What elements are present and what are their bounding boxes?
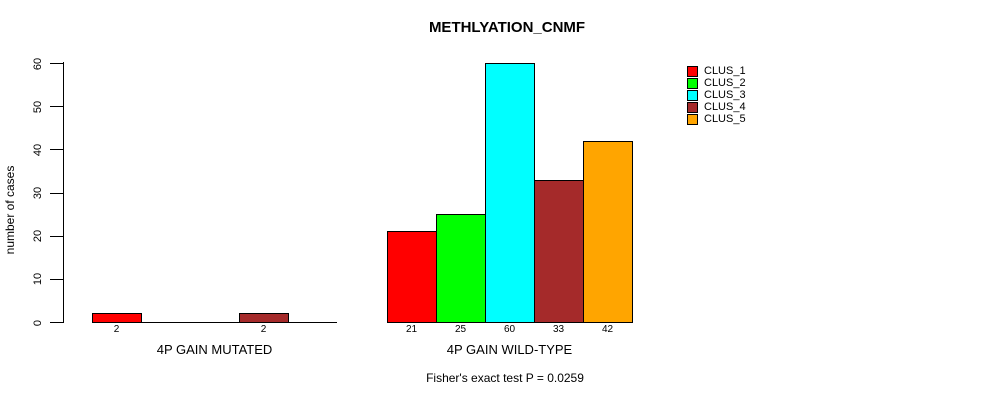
bar-clus-3-wild-type	[485, 63, 535, 323]
y-tick	[50, 322, 63, 323]
y-tick	[50, 192, 63, 194]
y-tick	[50, 63, 63, 64]
y-tick-label: 40	[32, 143, 44, 156]
bar-value-label: 21	[405, 324, 418, 335]
legend-item-label: CLUS_1	[704, 65, 746, 77]
legend-color-swatch	[687, 113, 698, 125]
bar-clus-4-mutated	[239, 313, 289, 323]
chart-title: METHLYATION_CNMF	[428, 19, 586, 36]
y-tick	[50, 149, 63, 151]
legend-color-swatch	[687, 89, 698, 101]
bar-value-label: 2	[113, 324, 120, 335]
legend-item: CLUS_5	[687, 113, 746, 125]
y-axis-label: number of cases	[3, 165, 17, 255]
bar-value-label: 33	[552, 324, 565, 335]
y-tick-label: 10	[32, 273, 44, 286]
legend-item: CLUS_2	[687, 77, 746, 89]
bar-clus-4-wild-type	[534, 179, 584, 323]
y-tick-label: 0	[32, 319, 44, 326]
bar-clus-1-mutated	[92, 313, 142, 323]
y-tick	[50, 278, 63, 280]
fisher-test-annotation: Fisher's exact test P = 0.0259	[426, 371, 584, 385]
bar-value-label: 25	[454, 324, 467, 335]
y-tick	[50, 106, 63, 108]
group-label-mutated: 4P GAIN MUTATED	[156, 342, 273, 357]
legend-color-swatch	[687, 65, 698, 77]
legend-color-swatch	[687, 77, 698, 89]
group-label-wild-type: 4P GAIN WILD-TYPE	[446, 342, 573, 357]
legend-color-swatch	[687, 101, 698, 113]
bar-value-label: 42	[601, 324, 614, 335]
bar-clus-1-wild-type	[387, 231, 437, 323]
bar-value-label: 2	[260, 324, 267, 335]
x-axis-baseline-mutated	[92, 322, 337, 323]
y-tick-label: 30	[32, 186, 44, 200]
y-tick-label: 60	[32, 57, 44, 70]
legend-item-label: CLUS_2	[704, 77, 746, 89]
legend-item: CLUS_4	[687, 101, 746, 113]
legend-item-label: CLUS_4	[704, 101, 746, 113]
legend-item: CLUS_3	[687, 89, 746, 101]
legend-item: CLUS_1	[687, 65, 746, 77]
y-tick	[50, 235, 63, 237]
bar-value-label: 60	[503, 324, 516, 335]
y-tick-label: 20	[32, 230, 44, 243]
y-axis-line	[63, 62, 64, 323]
legend-item-label: CLUS_5	[704, 113, 746, 125]
bar-clus-2-wild-type	[436, 214, 486, 323]
legend: CLUS_1 CLUS_2 CLUS_3 CLUS_4 CLUS_5	[687, 65, 746, 125]
y-tick-label: 50	[32, 100, 44, 113]
legend-item-label: CLUS_3	[704, 89, 746, 101]
bar-clus-5-wild-type	[583, 140, 633, 323]
